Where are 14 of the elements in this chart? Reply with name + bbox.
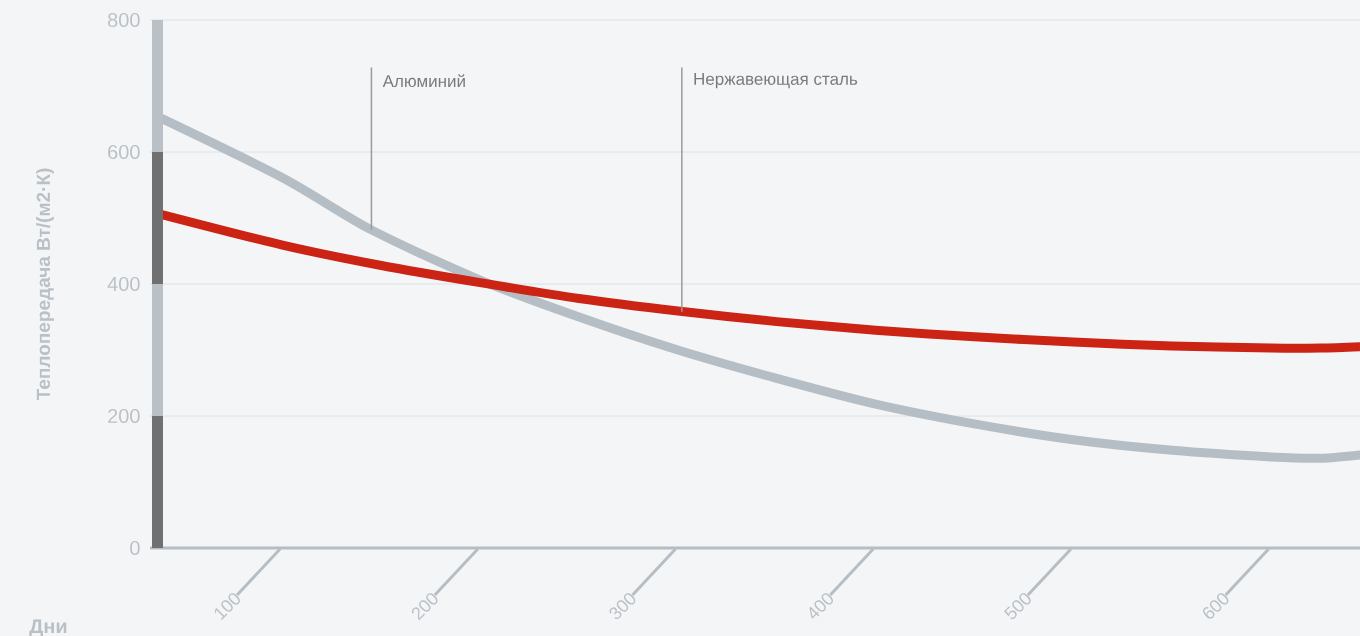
annotation: Нержавеющая сталь (694, 73, 858, 89)
y-tick-label: 400 (107, 276, 140, 292)
annotation: Алюминий (382, 74, 465, 88)
x-tick-label: 500 (1003, 593, 1031, 620)
y-axis-title: Теплопередача Вт/(м2·К) (36, 168, 54, 401)
x-tick-label: 600 (1203, 593, 1229, 619)
x-tick-label: 300 (609, 593, 636, 620)
x-tick-label: 100 (214, 593, 240, 621)
y-tick-label: 0 (130, 540, 140, 556)
y-tick-label: 800 (107, 12, 140, 28)
x-tick-label: 200 (411, 593, 438, 621)
x-tick-label: 400 (809, 593, 834, 619)
y-tick-label: 600 (108, 144, 140, 160)
y-tick-label: 200 (108, 408, 140, 424)
